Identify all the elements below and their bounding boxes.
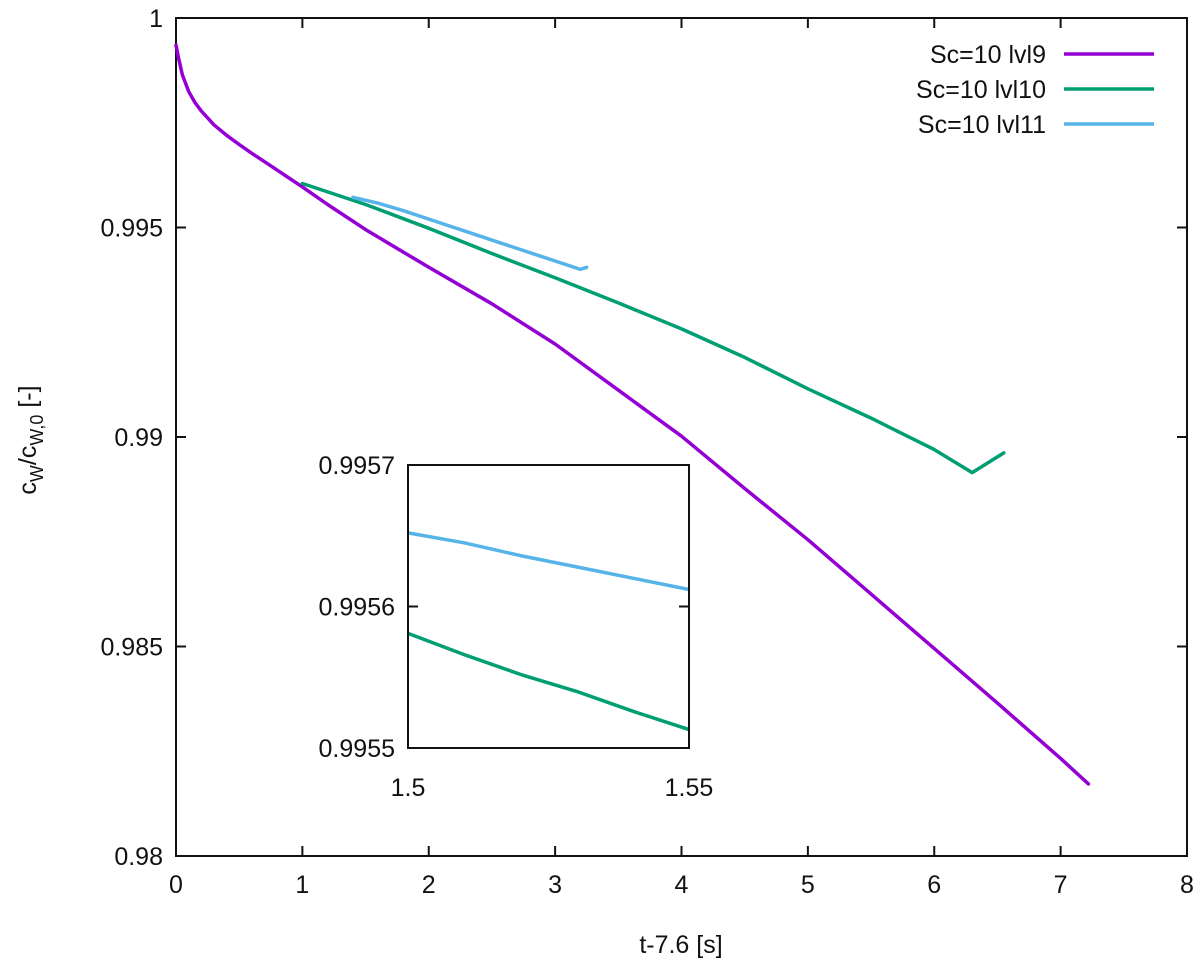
inset-plot: 1.5 1.55 0.9955 0.9956 0.9957 <box>319 452 714 802</box>
x-tick-label-4: 4 <box>675 871 689 899</box>
inset-x-tick-label-1-55: 1.55 <box>665 774 714 802</box>
y-label-sub2: W,0 <box>27 415 47 446</box>
x-tick-label-7: 7 <box>1054 871 1068 899</box>
inset-y-tick-label-0-9955: 0.9955 <box>319 735 395 763</box>
y-tick-label-0-995: 0.995 <box>100 215 163 243</box>
y-label-slash: / <box>14 458 42 465</box>
x-tick-label-0: 0 <box>169 871 183 899</box>
series-line-sc-10-lvl10 <box>300 181 1006 475</box>
main-plot: 0 1 2 3 4 5 6 7 8 0.98 0.985 0.99 0.995 1 <box>100 5 1194 899</box>
inset-series-line-sc-10-lvl11 <box>407 531 690 592</box>
inset-series <box>407 531 690 732</box>
y-label-sub1: W <box>27 465 47 482</box>
inset-y-tick-label-0-9957: 0.9957 <box>319 452 395 480</box>
inset-y-tick-label-0-9956: 0.9956 <box>319 594 395 622</box>
x-tick-label-8: 8 <box>1180 871 1194 899</box>
x-tick-label-3: 3 <box>548 871 562 899</box>
x-tick-label-2: 2 <box>422 871 436 899</box>
main-ticks: 0 1 2 3 4 5 6 7 8 0.98 0.985 0.99 0.995 1 <box>100 5 1194 899</box>
y-axis-label: cW/cW,0 [-] <box>14 385 47 494</box>
inset-series-line-sc-10-lvl10 <box>407 631 690 732</box>
x-tick-label-5: 5 <box>801 871 815 899</box>
main-series <box>174 43 1091 786</box>
series-line-sc-10-lvl11 <box>351 195 589 272</box>
x-tick-label-1: 1 <box>295 871 309 899</box>
inset-x-tick-label-1-5: 1.5 <box>391 774 426 802</box>
legend: Sc=10 lvl9 Sc=10 lvl10 Sc=10 lvl11 <box>916 41 1154 139</box>
y-label-c1: c <box>14 482 42 495</box>
y-tick-label-0-98: 0.98 <box>114 843 163 871</box>
legend-label-sc-10-lvl9: Sc=10 lvl9 <box>930 41 1046 69</box>
x-axis-label: t-7.6 [s] <box>639 931 722 959</box>
y-tick-label-1: 1 <box>149 5 163 33</box>
legend-label-sc-10-lvl11: Sc=10 lvl11 <box>918 111 1046 139</box>
y-label-unit: [-] <box>14 385 42 414</box>
inset-background <box>408 465 689 748</box>
x-tick-label-6: 6 <box>927 871 941 899</box>
inset-ticks: 1.5 1.55 0.9955 0.9956 0.9957 <box>319 452 714 802</box>
legend-label-sc-10-lvl10: Sc=10 lvl10 <box>916 76 1046 104</box>
y-tick-label-0-985: 0.985 <box>100 634 163 662</box>
series-line-sc-10-lvl9 <box>174 43 1091 786</box>
y-label-c2: c <box>14 446 42 459</box>
y-tick-label-0-99: 0.99 <box>114 424 163 452</box>
